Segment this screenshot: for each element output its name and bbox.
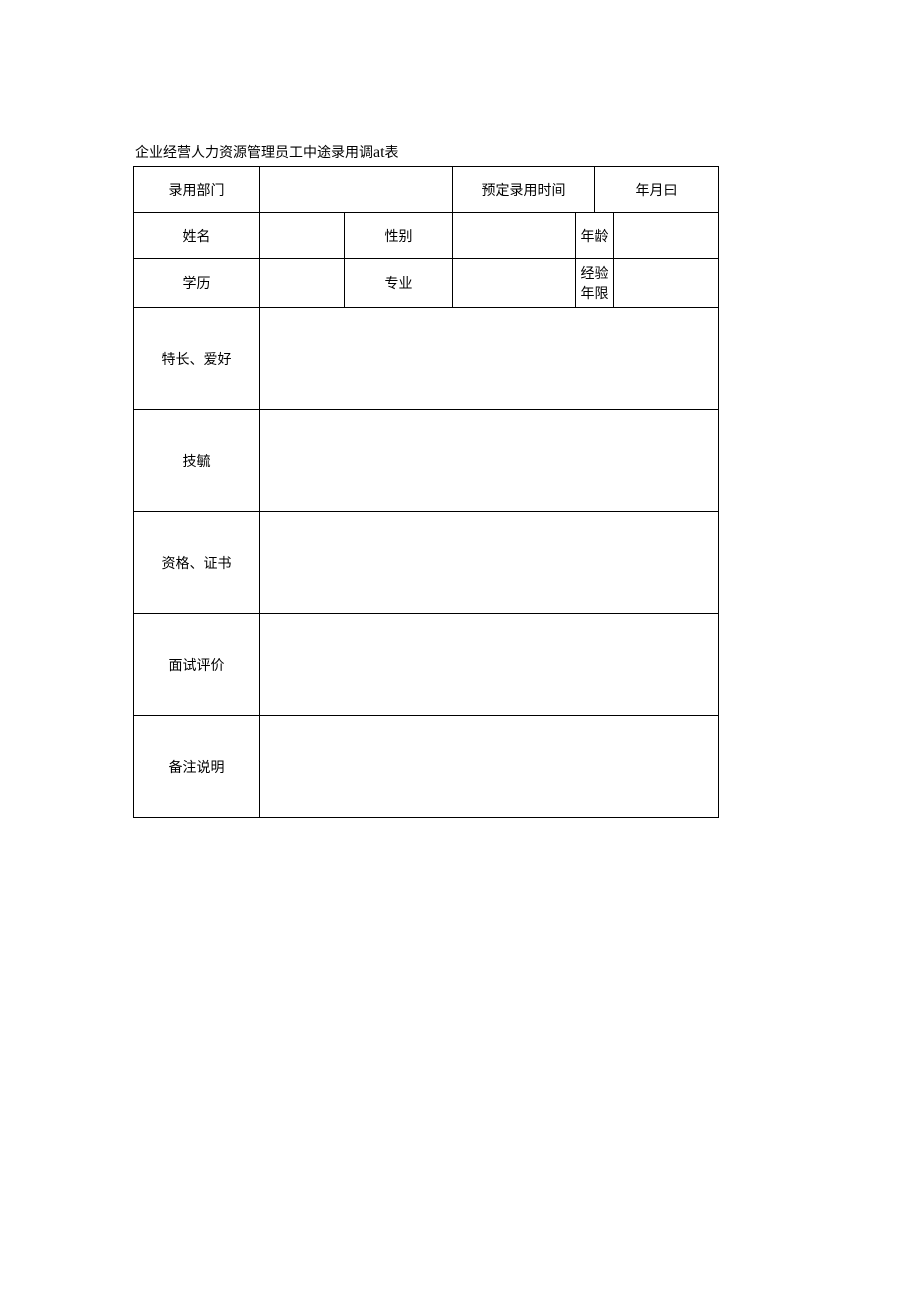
skill-label-cell: 技毓 <box>134 410 260 512</box>
major-value-cell <box>453 259 576 308</box>
cert-label-cell: 资格、证书 <box>134 512 260 614</box>
skill-value-cell <box>260 410 719 512</box>
title-prefix: 企业经营人力资源管理员工中途录用调 <box>135 146 373 161</box>
remark-label-cell: 备注说明 <box>134 716 260 818</box>
age-label-cell: 年龄 <box>576 213 614 259</box>
dept-label-cell: 录用部门 <box>134 167 260 213</box>
name-value-cell <box>260 213 345 259</box>
title-at: at <box>373 144 385 161</box>
edu-value-cell <box>260 259 345 308</box>
interview-label-cell: 面试评价 <box>134 614 260 716</box>
document-title: 企业经营人力资源管理员工中途录用调at表 <box>133 142 920 162</box>
title-suffix: 表 <box>385 146 399 161</box>
employment-form-table: 录用部门 预定录用时间 年月曰 姓名 性别 年龄 学历 专业 经验年限 特长、爱… <box>133 166 719 818</box>
hobby-label-cell: 特长、爱好 <box>134 308 260 410</box>
table-row: 学历 专业 经验年限 <box>134 259 719 308</box>
hobby-value-cell <box>260 308 719 410</box>
table-row: 录用部门 预定录用时间 年月曰 <box>134 167 719 213</box>
edu-label-cell: 学历 <box>134 259 260 308</box>
table-row: 姓名 性别 年龄 <box>134 213 719 259</box>
age-value-cell <box>614 213 719 259</box>
exp-value-cell <box>614 259 719 308</box>
major-label-cell: 专业 <box>345 259 453 308</box>
time-label-cell: 预定录用时间 <box>453 167 595 213</box>
cert-value-cell <box>260 512 719 614</box>
name-label-cell: 姓名 <box>134 213 260 259</box>
gender-label-cell: 性别 <box>345 213 453 259</box>
table-row: 资格、证书 <box>134 512 719 614</box>
table-row: 备注说明 <box>134 716 719 818</box>
table-row: 面试评价 <box>134 614 719 716</box>
remark-value-cell <box>260 716 719 818</box>
table-row: 特长、爱好 <box>134 308 719 410</box>
exp-label-cell: 经验年限 <box>576 259 614 308</box>
time-value-cell: 年月曰 <box>595 167 719 213</box>
gender-value-cell <box>453 213 576 259</box>
interview-value-cell <box>260 614 719 716</box>
dept-value-cell <box>260 167 453 213</box>
table-row: 技毓 <box>134 410 719 512</box>
